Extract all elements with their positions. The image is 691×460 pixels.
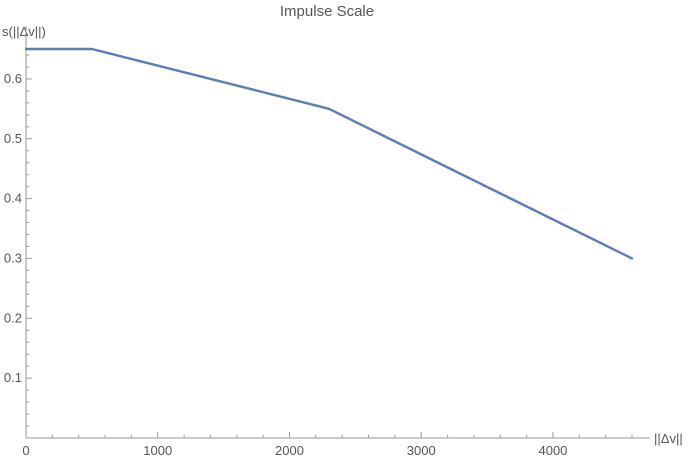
axes <box>25 26 650 439</box>
y-tick-label: 0.2 <box>4 310 22 325</box>
ticks <box>25 54 633 438</box>
y-tick-label: 0.1 <box>4 370 22 385</box>
y-tick-label: 0.4 <box>4 191 22 206</box>
chart-title: Impulse Scale <box>280 3 374 20</box>
tick-labels: 0 1000 2000 3000 4000 0.1 0.2 0.3 0.4 0.5 0.6 <box>4 71 567 458</box>
x-tick-label: 2000 <box>275 443 304 458</box>
x-tick-label: 3000 <box>407 443 436 458</box>
y-tick-label: 0.3 <box>4 250 22 265</box>
x-axis-label: ||Δv|| <box>654 431 683 446</box>
x-tick-label: 1000 <box>143 443 172 458</box>
plot-area <box>24 47 634 260</box>
y-tick-label: 0.6 <box>4 71 22 86</box>
series-line <box>24 47 634 260</box>
y-axis-label: s(||Δv||) <box>2 24 46 39</box>
x-tick-label: 0 <box>22 443 29 458</box>
x-tick-label: 4000 <box>538 443 567 458</box>
y-tick-label: 0.5 <box>4 131 22 146</box>
